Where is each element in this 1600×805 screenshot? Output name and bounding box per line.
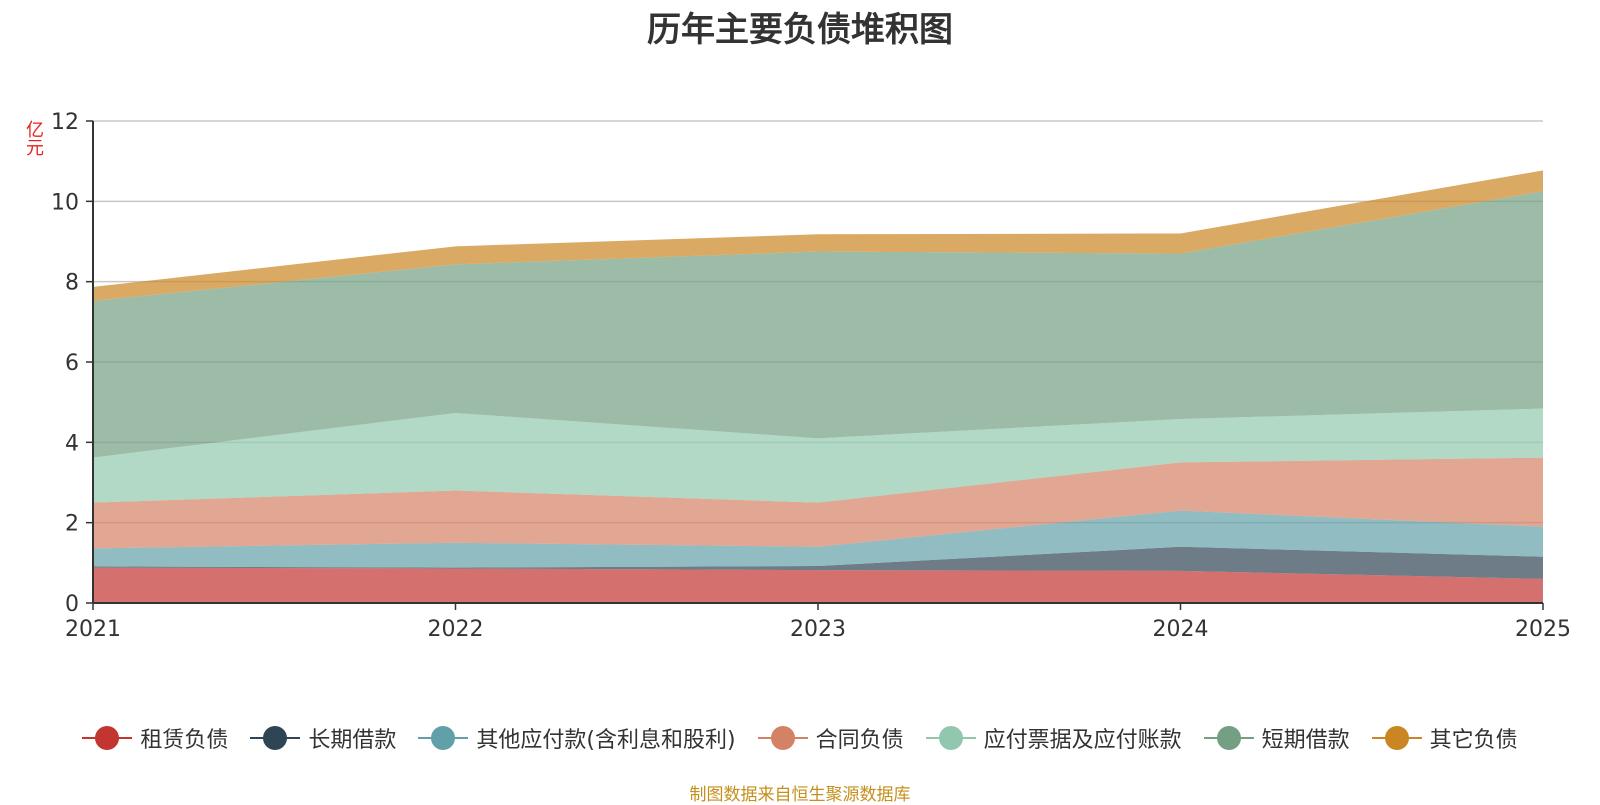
- legend-item[interactable]: 其他应付款(含利息和股利): [418, 722, 736, 754]
- legend-marker-icon: [925, 726, 976, 750]
- legend-marker-icon: [1371, 726, 1422, 750]
- legend-label: 合同负债: [815, 728, 904, 753]
- y-tick-label: 10: [51, 190, 79, 215]
- chart-title: 历年主要负债堆积图: [647, 10, 953, 50]
- legend-label: 其它负债: [1429, 728, 1518, 753]
- y-tick-label: 4: [65, 431, 79, 456]
- area-series-4: [93, 457, 1543, 549]
- legend-marker-icon: [757, 726, 808, 750]
- x-tick-label: 2025: [1515, 617, 1571, 642]
- legend-marker-icon: [418, 726, 469, 750]
- legend-label: 长期借款: [308, 728, 397, 753]
- area-series-6: [93, 191, 1543, 458]
- legend-item[interactable]: 应付票据及应付账款: [925, 722, 1182, 754]
- x-tick-label: 2021: [65, 617, 121, 642]
- y-tick-label: 8: [65, 271, 79, 296]
- legend: 租赁负债 长期借款 其他应付款(含利息和股利) 合同负债 应付票据及应付账款 短期借款 其它…: [0, 722, 1600, 754]
- y-tick-label: 6: [65, 351, 79, 376]
- legend-marker-icon: [250, 726, 301, 750]
- y-axis-unit-label: 亿元: [23, 120, 44, 156]
- y-tick-label: 12: [51, 110, 79, 135]
- y-tick-label: 0: [65, 592, 79, 617]
- legend-item[interactable]: 合同负债: [757, 722, 904, 754]
- legend-label: 应付票据及应付账款: [983, 728, 1182, 753]
- x-tick-label: 2023: [790, 617, 846, 642]
- area-series-7: [93, 170, 1543, 301]
- data-source-note: 制图数据来自恒生聚源数据库: [689, 785, 911, 805]
- area-series-5: [93, 408, 1543, 503]
- legend-item[interactable]: 其它负债: [1371, 722, 1518, 754]
- legend-marker-icon: [1203, 726, 1254, 750]
- stacked-area-chart: 0 2 4 6 8 10 12 2021 2022 2023 2024 2025: [51, 110, 1571, 642]
- area-series-2: [93, 546, 1543, 579]
- area-series: [93, 170, 1543, 603]
- y-tick-label: 2: [65, 512, 79, 537]
- legend-marker-icon: [82, 726, 133, 750]
- legend-label: 短期借款: [1261, 728, 1350, 753]
- axes: 0 2 4 6 8 10 12 2021 2022 2023 2024 2025: [51, 110, 1571, 642]
- x-tick-label: 2024: [1153, 617, 1209, 642]
- x-tick-label: 2022: [428, 617, 484, 642]
- legend-item[interactable]: 长期借款: [250, 722, 396, 754]
- legend-item[interactable]: 短期借款: [1203, 722, 1350, 754]
- legend-item[interactable]: 租赁负债: [82, 722, 228, 754]
- legend-label: 其他应付款(含利息和股利): [476, 728, 736, 753]
- area-series-1: [93, 567, 1543, 603]
- legend-label: 租赁负债: [140, 728, 229, 753]
- area-series-3: [93, 510, 1543, 568]
